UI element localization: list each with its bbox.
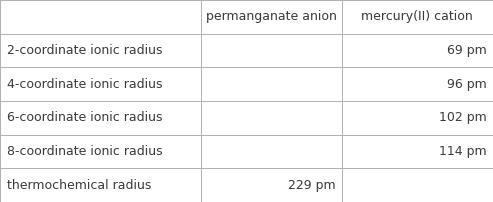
Text: 114 pm: 114 pm [439,145,487,158]
Text: 6-coordinate ionic radius: 6-coordinate ionic radius [7,111,163,124]
Text: 102 pm: 102 pm [439,111,487,124]
Text: mercury(II) cation: mercury(II) cation [361,10,473,23]
Text: 229 pm: 229 pm [288,179,336,192]
Text: 69 pm: 69 pm [447,44,487,57]
Text: thermochemical radius: thermochemical radius [7,179,152,192]
Text: permanganate anion: permanganate anion [206,10,337,23]
Text: 96 pm: 96 pm [447,78,487,91]
Text: 2-coordinate ionic radius: 2-coordinate ionic radius [7,44,163,57]
Text: 4-coordinate ionic radius: 4-coordinate ionic radius [7,78,163,91]
Text: 8-coordinate ionic radius: 8-coordinate ionic radius [7,145,163,158]
